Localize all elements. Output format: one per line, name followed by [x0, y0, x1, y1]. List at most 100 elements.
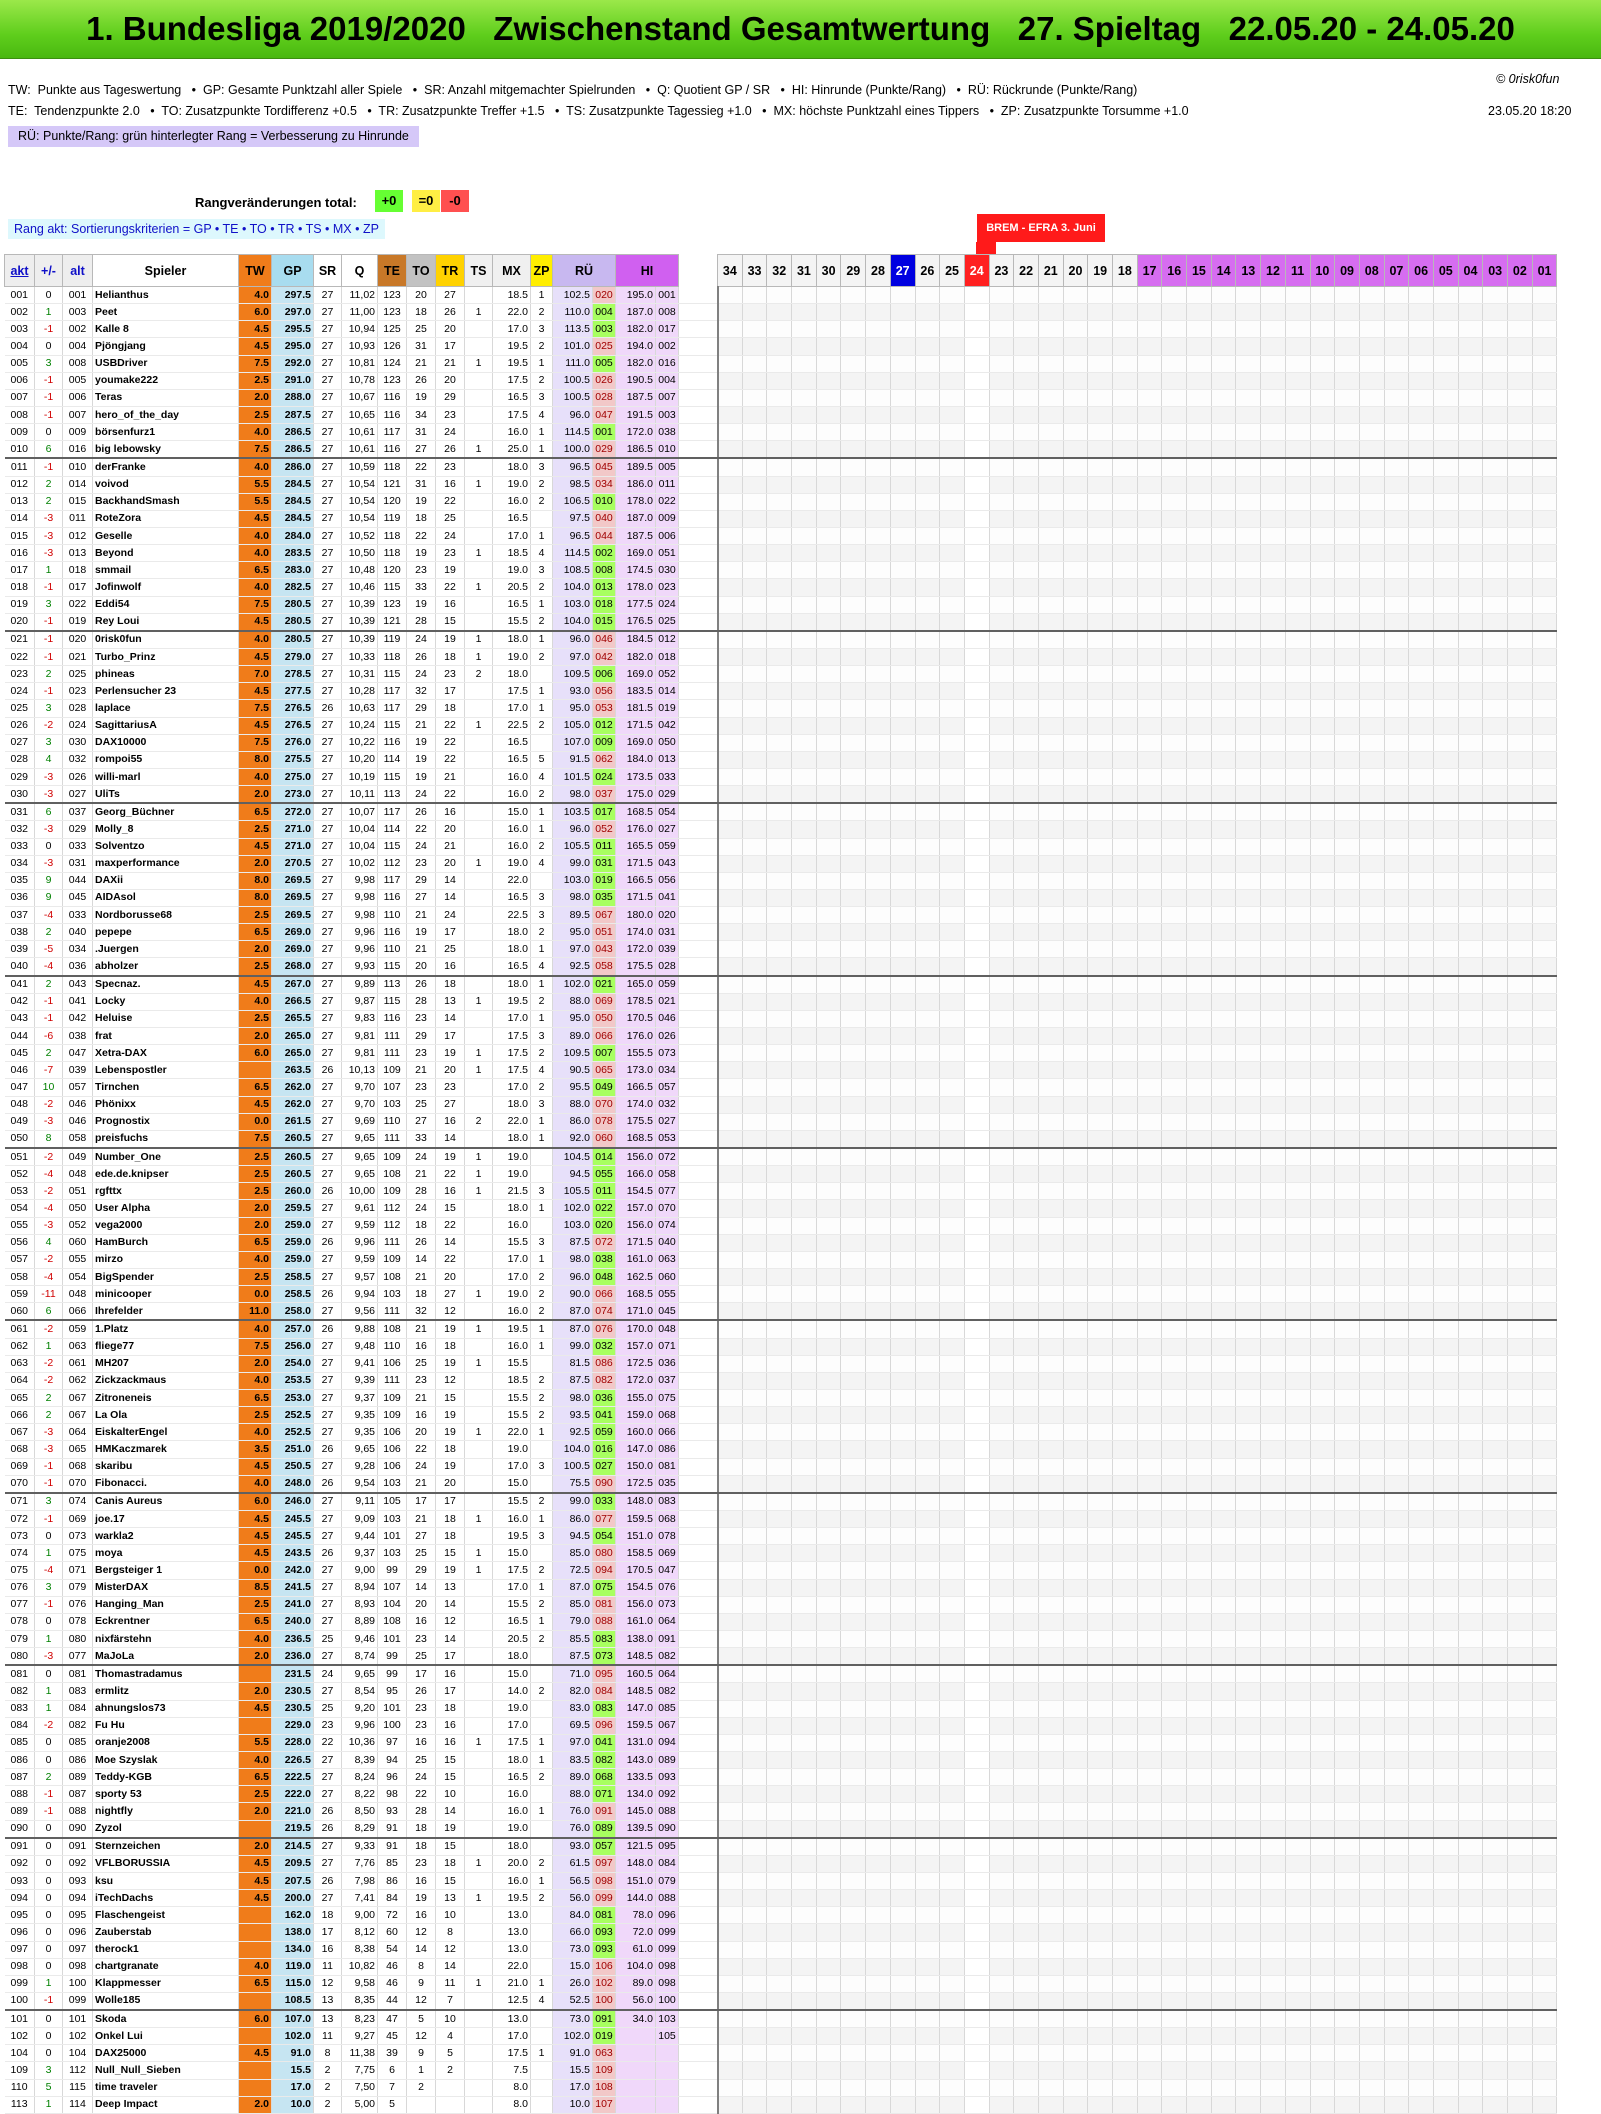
col-alt[interactable]: alt	[62, 254, 93, 287]
table-row[interactable]: 078 0 078 Eckrentner 6.5 240.0 27 8,89 108 16 12 16…	[4, 1613, 1558, 1631]
table-row[interactable]: 024 -1 023 Perlensucher 23 4.5 277.5 27 10,28 11…	[4, 682, 1558, 701]
table-row[interactable]: 083 1 084 ahnungslos73 4.5 230.5 25 9,20 101 23 18…	[4, 1700, 1558, 1718]
table-row[interactable]: 077 -1 076 Hanging_Man 2.5 241.0 27 8,93 104 20 14…	[4, 1596, 1558, 1614]
table-row[interactable]: 007 -1 006 Teras 2.0 288.0 27 10,67 116 19 29 16.5 3…	[4, 389, 1558, 407]
table-row[interactable]: 001 0 001 Helianthus 4.0 297.5 27 11,02 123 20 27 1…	[4, 286, 1558, 305]
table-row[interactable]: 037 -4 033 Nordborusse68 2.5 269.5 27 9,98 110 21…	[4, 906, 1558, 925]
table-row[interactable]: 002 1 003 Peet 6.0 297.0 27 11,00 123 18 26 1 22.0 2 1…	[4, 303, 1558, 322]
table-row[interactable]: 059 -11 048 minicooper 0.0 258.5 26 9,94 103 18 27…	[4, 1285, 1558, 1304]
table-row[interactable]: 043 -1 042 Heluise 2.5 265.5 27 9,83 116 23 14 17.0…	[4, 1010, 1558, 1029]
table-row[interactable]: 003 -1 002 Kalle 8 4.5 295.5 27 10,94 125 25 20 17.…	[4, 320, 1558, 339]
col-matchday-23[interactable]: 23	[988, 254, 1015, 287]
table-row[interactable]: 019 3 022 Eddi54 7.5 280.5 27 10,39 123 19 16 16.5 1…	[4, 596, 1558, 614]
table-row[interactable]: 088 -1 087 sporty 53 2.5 222.0 27 8,22 98 22 10 16.…	[4, 1785, 1558, 1804]
table-row[interactable]: 063 -2 061 MH207 2.0 254.0 27 9,41 106 25 19 1 15.5 8…	[4, 1355, 1558, 1373]
table-row[interactable]: 065 2 067 Zitroneneis 6.5 253.0 27 9,37 109 21 15 1…	[4, 1389, 1558, 1408]
table-row[interactable]: 011 -1 010 derFranke 4.0 286.0 27 10,59 118 22 23 1…	[4, 458, 1558, 477]
table-row[interactable]: 070 -1 070 Fibonacci. 4.0 248.0 26 9,54 103 21 20 1…	[4, 1475, 1558, 1494]
table-row[interactable]: 046 -7 039 Lebenspostler 263.5 26 10,13 109 21 20…	[4, 1061, 1558, 1080]
col-matchday-21[interactable]: 21	[1037, 254, 1064, 287]
col-matchday-18[interactable]: 18	[1112, 254, 1138, 287]
table-row[interactable]: 062 1 063 fliege77 7.5 256.0 27 9,48 110 16 18 16.0…	[4, 1338, 1558, 1356]
col-matchday-31[interactable]: 31	[791, 254, 817, 287]
table-row[interactable]: 079 1 080 nixfärstehn 4.0 236.5 25 9,46 101 23 14 2…	[4, 1630, 1558, 1649]
table-row[interactable]: 061 -2 059 1.Platz 4.0 257.0 26 9,88 108 21 19 1 19.…	[4, 1320, 1558, 1339]
table-row[interactable]: 023 2 025 phineas 7.0 278.5 27 10,31 115 24 23 2 18.…	[4, 665, 1558, 684]
table-row[interactable]: 075 -4 071 Bergsteiger 1 0.0 242.0 27 9,00 99 29 1…	[4, 1561, 1558, 1580]
table-row[interactable]: 066 2 067 La Ola 2.5 252.5 27 9,35 109 16 19 15.5 2 9…	[4, 1406, 1558, 1425]
table-row[interactable]: 087 2 089 Teddy-KGB 6.5 222.5 27 8,24 96 24 15 16.5…	[4, 1768, 1558, 1787]
table-row[interactable]: 013 2 015 BackhandSmash 5.5 284.5 27 10,54 120 19…	[4, 493, 1558, 511]
col-gp[interactable]: GP	[271, 254, 314, 287]
col-sr[interactable]: SR	[313, 254, 342, 287]
table-row[interactable]: 064 -2 062 Zickzackmaus 4.0 253.5 27 9,39 111 23 1…	[4, 1372, 1558, 1391]
col-matchday-05[interactable]: 05	[1432, 254, 1459, 287]
col-matchday-11[interactable]: 11	[1284, 254, 1311, 287]
table-row[interactable]: 045 2 047 Xetra-DAX 6.0 265.0 27 9,81 111 23 19 1 17…	[4, 1044, 1558, 1063]
col-hi[interactable]: HI	[615, 254, 679, 287]
table-row[interactable]: 042 -1 041 Locky 4.0 266.5 27 9,87 115 28 13 1 19.5 2…	[4, 993, 1558, 1011]
table-row[interactable]: 026 -2 024 SagittariusA 4.5 276.5 27 10,24 115 21…	[4, 717, 1558, 735]
col-matchday-30[interactable]: 30	[815, 254, 842, 287]
col-matchday-15[interactable]: 15	[1186, 254, 1212, 287]
table-row[interactable]: 086 0 086 Moe Szyslak 4.0 226.5 27 8,39 94 25 15 18…	[4, 1751, 1558, 1770]
col-change[interactable]: +/-	[34, 254, 63, 287]
col-matchday-03[interactable]: 03	[1482, 254, 1508, 287]
col-matchday-04[interactable]: 04	[1457, 254, 1484, 287]
col-matchday-17[interactable]: 17	[1136, 254, 1163, 287]
table-row[interactable]: 052 -4 048 ede.de.knipser 2.5 260.5 27 9,65 108 2…	[4, 1165, 1558, 1184]
col-matchday-06[interactable]: 06	[1408, 254, 1434, 287]
table-row[interactable]: 060 6 066 Ihrefelder 11.0 258.0 27 9,56 111 32 12 1…	[4, 1302, 1558, 1322]
table-row[interactable]: 006 -1 005 youmake222 2.5 291.0 27 10,78 123 26 20…	[4, 372, 1558, 390]
table-row[interactable]: 080 -3 077 MaJoLa 2.0 236.0 27 8,74 99 25 17 18.0 87…	[4, 1647, 1558, 1667]
table-row[interactable]: 044 -6 038 frat 2.0 265.0 27 9,81 111 29 17 17.5 3 89…	[4, 1027, 1558, 1046]
table-row[interactable]: 092 0 092 VFLBORUSSIA 4.5 209.5 27 7,76 85 23 18 1 2…	[4, 1855, 1558, 1873]
table-row[interactable]: 050 8 058 preisfuchs 7.5 260.5 27 9,65 111 33 14 18…	[4, 1130, 1558, 1150]
table-row[interactable]: 034 -3 031 maxperformance 2.0 270.5 27 10,02 112…	[4, 855, 1558, 873]
col-matchday-24[interactable]: 24	[963, 254, 990, 287]
table-row[interactable]: 035 9 044 DAXii 8.0 269.5 27 9,98 117 29 14 22.0 103…	[4, 872, 1558, 890]
table-row[interactable]: 028 4 032 rompoi55 8.0 275.5 27 10,20 114 19 22 16.…	[4, 751, 1558, 769]
table-row[interactable]: 027 3 030 DAX10000 7.5 276.0 27 10,22 116 19 22 16.…	[4, 734, 1558, 752]
col-mx[interactable]: MX	[492, 254, 531, 287]
col-matchday-29[interactable]: 29	[840, 254, 867, 287]
table-row[interactable]: 091 0 091 Sternzeichen 2.0 214.5 27 9,33 91 18 15 1…	[4, 1837, 1558, 1856]
col-matchday-09[interactable]: 09	[1334, 254, 1360, 287]
table-row[interactable]: 074 1 075 moya 4.5 243.5 26 9,37 103 25 15 1 15.0 85.…	[4, 1544, 1558, 1563]
col-matchday-19[interactable]: 19	[1087, 254, 1113, 287]
table-row[interactable]: 040 -4 036 abholzer 2.5 268.0 27 9,93 115 20 16 16.…	[4, 957, 1558, 977]
table-row[interactable]: 005 3 008 USBDriver 7.5 292.0 27 10,81 124 21 21 1 1…	[4, 355, 1558, 373]
col-tr[interactable]: TR	[435, 254, 465, 287]
table-row[interactable]: 017 1 018 smmail 6.5 283.0 27 10,48 120 23 19 19.0 3…	[4, 561, 1558, 580]
table-row[interactable]: 041 2 043 Specnaz. 4.5 267.0 27 9,89 113 26 18 18.0…	[4, 975, 1558, 994]
table-row[interactable]: 090 0 090 Zyzol 219.5 26 8,29 91 18 19 19.0 76.0 089…	[4, 1820, 1558, 1839]
table-row[interactable]: 009 0 009 börsenfurz1 4.0 286.5 27 10,61 117 31 24…	[4, 423, 1558, 442]
col-matchday-20[interactable]: 20	[1062, 254, 1089, 287]
table-row[interactable]: 014 -3 011 RoteZora 4.5 284.5 27 10,54 119 18 25 16…	[4, 510, 1558, 528]
col-akt[interactable]: akt	[4, 254, 35, 287]
table-row[interactable]: 068 -3 065 HMKaczmarek 3.5 251.0 26 9,65 106 22 18…	[4, 1440, 1558, 1459]
col-matchday-07[interactable]: 07	[1383, 254, 1410, 287]
col-tw[interactable]: TW	[238, 254, 272, 287]
col-matchday-28[interactable]: 28	[865, 254, 891, 287]
col-ru[interactable]: RÜ	[552, 254, 616, 287]
col-ts[interactable]: TS	[464, 254, 493, 287]
col-matchday-10[interactable]: 10	[1309, 254, 1336, 287]
col-matchday-26[interactable]: 26	[914, 254, 941, 287]
col-matchday-22[interactable]: 22	[1013, 254, 1039, 287]
col-matchday-14[interactable]: 14	[1210, 254, 1237, 287]
table-row[interactable]: 029 -3 026 willi-marl 4.0 275.0 27 10,19 115 19 21…	[4, 768, 1558, 787]
table-row[interactable]: 051 -2 049 Number_One 2.5 260.5 27 9,65 109 24 19 1…	[4, 1148, 1558, 1167]
table-row[interactable]: 021 -1 020 0risk0fun 4.0 280.5 27 10,39 119 24 19 1…	[4, 630, 1558, 649]
table-row[interactable]: 055 -3 052 vega2000 2.0 259.0 27 9,59 112 18 22 16.…	[4, 1217, 1558, 1235]
table-row[interactable]: 033 0 033 Solventzo 4.5 271.0 27 10,04 115 24 21 16…	[4, 838, 1558, 856]
table-row[interactable]: 058 -4 054 BigSpender 2.5 258.5 27 9,57 108 21 20 1…	[4, 1268, 1558, 1287]
col-matchday-13[interactable]: 13	[1235, 254, 1262, 287]
table-row[interactable]: 071 3 074 Canis Aureus 6.0 246.0 27 9,11 105 17 17…	[4, 1492, 1558, 1511]
table-row[interactable]: 022 -1 021 Turbo_Prinz 4.5 279.0 27 10,33 118 26 1…	[4, 648, 1558, 667]
col-te[interactable]: TE	[377, 254, 407, 287]
col-matchday-16[interactable]: 16	[1161, 254, 1188, 287]
table-row[interactable]: 015 -3 012 Geselle 4.0 284.0 27 10,52 118 22 24 17.…	[4, 527, 1558, 546]
table-row[interactable]: 053 -2 051 rgfttx 2.5 260.0 26 10,00 109 28 16 1 21.…	[4, 1182, 1558, 1201]
table-row[interactable]: 036 9 045 AIDAsol 8.0 269.5 27 9,98 116 27 14 16.5 3…	[4, 889, 1558, 908]
